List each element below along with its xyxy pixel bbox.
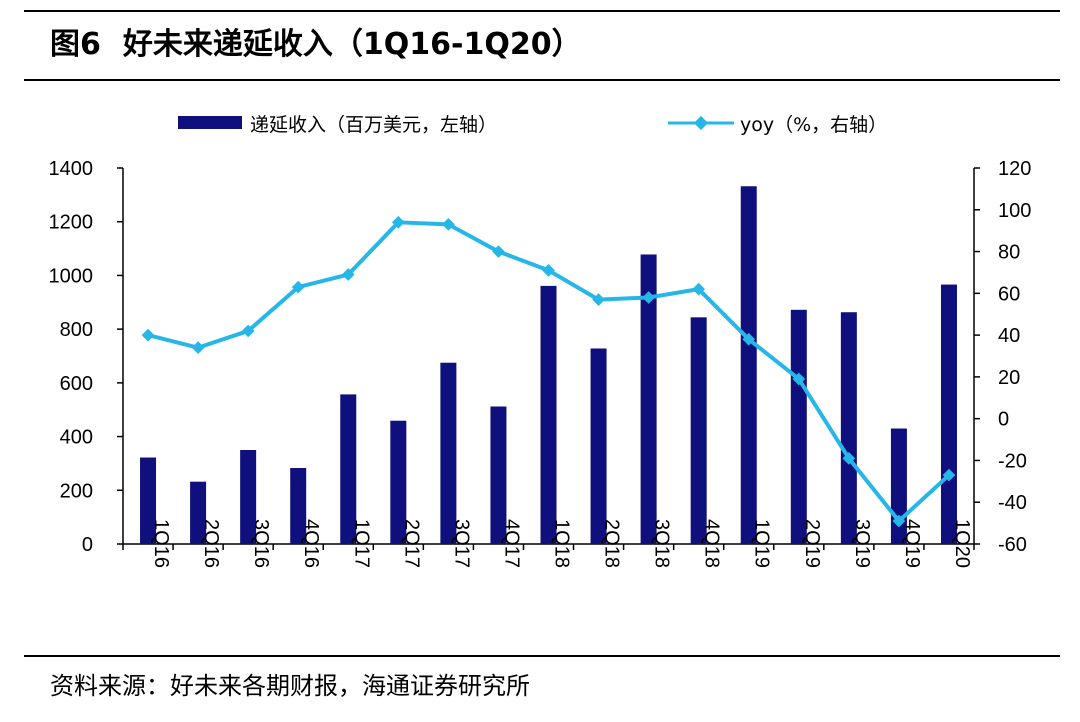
legend-line-marker <box>693 115 709 131</box>
x-tick-label: 3Q17 <box>450 519 472 568</box>
bar <box>290 467 307 544</box>
bar <box>340 394 357 544</box>
right-axis-tick-label: -40 <box>998 492 1027 514</box>
bar <box>240 450 257 544</box>
bar <box>690 317 707 544</box>
bar <box>840 312 857 544</box>
x-axis-labels: 1Q16 2Q16 3Q16 4Q16 1Q17 2Q17 3Q17 4Q17 1Q18 2Q18… <box>150 519 973 568</box>
left-axis-tick-label: 1200 <box>49 212 94 234</box>
bar <box>740 186 757 544</box>
left-axis-tick-label: 400 <box>60 427 93 449</box>
bar <box>940 284 957 544</box>
bar <box>390 420 407 544</box>
left-axis-tick-label: 1400 <box>49 158 94 180</box>
left-axis-tick-label: 1000 <box>49 265 94 287</box>
yoy-point <box>191 341 205 355</box>
bar <box>140 457 157 544</box>
x-tick-label: 2Q18 <box>601 519 623 568</box>
bottom-rule <box>24 655 1060 657</box>
x-tick-label: 2Q16 <box>200 519 222 568</box>
top-rule <box>24 10 1060 12</box>
x-tick-label: 1Q18 <box>551 519 573 568</box>
yoy-point <box>341 268 355 281</box>
left-axis-tick-label: 0 <box>82 534 93 556</box>
figure-title-text: 好未来递延收入（1Q16-1Q20） <box>122 27 582 62</box>
x-tick-label: 4Q18 <box>701 519 723 568</box>
x-tick-label: 3Q19 <box>851 519 873 568</box>
title-rule <box>24 79 1060 81</box>
x-tick-label: 1Q17 <box>350 519 372 568</box>
bar <box>190 481 207 544</box>
x-tick-label: 3Q16 <box>250 519 272 568</box>
right-axis-tick-label: 20 <box>998 367 1020 389</box>
right-axis-tick-label: -60 <box>998 534 1027 556</box>
yoy-point <box>141 328 155 342</box>
yoy-point <box>442 218 455 231</box>
left-axis-tick-label: 200 <box>60 480 93 502</box>
x-tick-label: 1Q16 <box>150 519 172 568</box>
x-tick-label: 4Q19 <box>901 519 923 568</box>
bar <box>490 406 507 544</box>
right-axis-tick-label: 60 <box>998 283 1020 305</box>
x-tick-label: 3Q18 <box>651 519 673 568</box>
x-tick-label: 2Q17 <box>400 519 422 568</box>
legend: 递延收入（百万美元，左轴） yoy（%，右轴） <box>178 114 887 136</box>
source-note: 资料来源：好未来各期财报，海通证券研究所 <box>50 672 530 700</box>
figure-number: 图6 <box>50 27 101 62</box>
right-axis-tick-label: 120 <box>998 158 1031 180</box>
right-axis-tick-label: 80 <box>998 242 1020 264</box>
bar-series <box>140 186 957 545</box>
yoy-point <box>391 215 405 229</box>
yoy-point <box>291 280 305 294</box>
bar <box>440 362 457 544</box>
figure-title: 图6 好未来递延收入（1Q16-1Q20） <box>50 22 582 68</box>
bar <box>640 254 657 545</box>
x-tick-label: 2Q19 <box>801 519 823 568</box>
x-tick-label: 1Q20 <box>951 519 973 568</box>
x-tick-label: 4Q16 <box>300 519 322 568</box>
legend-bar-swatch <box>178 116 242 129</box>
bar <box>540 285 557 544</box>
bar <box>590 348 607 544</box>
x-tick-label: 1Q19 <box>751 519 773 568</box>
right-axis-tick-label: 100 <box>998 200 1031 222</box>
left-axis-tick-label: 800 <box>60 319 93 341</box>
left-axis-tick-label: 600 <box>60 373 93 395</box>
yoy-point <box>241 324 255 338</box>
legend-bar-label: 递延收入（百万美元，左轴） <box>250 114 497 136</box>
yoy-point <box>492 245 505 258</box>
bar <box>790 309 807 544</box>
right-axis-tick-label: 0 <box>998 409 1009 431</box>
legend-line-label: yoy（%，右轴） <box>740 114 887 136</box>
x-tick-label: 4Q17 <box>500 519 522 568</box>
right-axis-tick-label: 40 <box>998 325 1020 347</box>
right-axis-tick-label: -20 <box>998 450 1027 472</box>
